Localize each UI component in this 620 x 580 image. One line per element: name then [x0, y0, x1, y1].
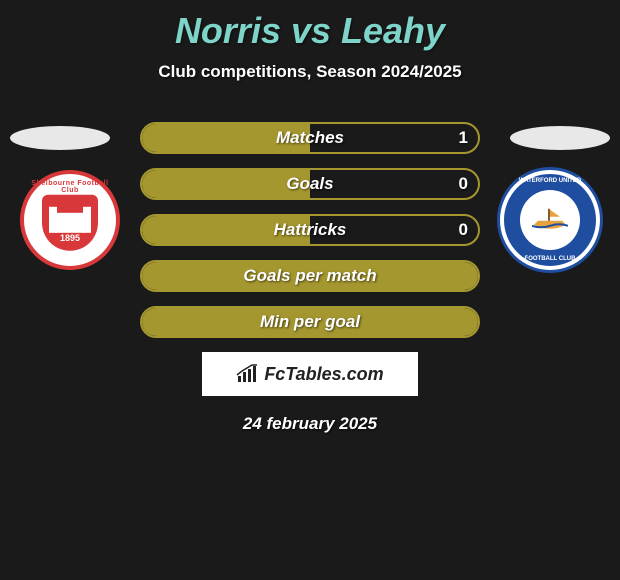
- stat-label: Min per goal: [142, 308, 478, 336]
- club-right-name-bottom: FOOTBALL CLUB: [504, 256, 596, 262]
- stat-right-value: 0: [459, 216, 468, 244]
- stat-label: Matches: [142, 124, 478, 152]
- subtitle: Club competitions, Season 2024/2025: [0, 62, 620, 82]
- stat-label: Goals: [142, 170, 478, 198]
- stat-row: Goals per match: [140, 260, 480, 292]
- club-badge-right: WATERFORD UNITED FOOTBALL CLUB: [500, 170, 600, 270]
- castle-icon: [55, 213, 85, 233]
- stat-row: Min per goal: [140, 306, 480, 338]
- stat-row: Goals0: [140, 168, 480, 200]
- page-title: Norris vs Leahy: [0, 0, 620, 52]
- chart-icon: [236, 364, 260, 384]
- stat-row: Hattricks0: [140, 214, 480, 246]
- stat-right-value: 1: [459, 124, 468, 152]
- club-right-name-top: WATERFORD UNITED: [504, 178, 596, 184]
- club-right-inner: [520, 190, 580, 250]
- club-left-year: 1895: [60, 233, 80, 243]
- club-left-name: Shelbourne Football Club: [24, 180, 116, 194]
- club-left-shield: 1895: [42, 195, 98, 251]
- stat-label: Goals per match: [142, 262, 478, 290]
- player-right-silhouette: [510, 126, 610, 150]
- ship-icon: [532, 207, 568, 231]
- stat-right-value: 0: [459, 170, 468, 198]
- date: 24 february 2025: [0, 414, 620, 434]
- player-left-silhouette: [10, 126, 110, 150]
- stat-row: Matches1: [140, 122, 480, 154]
- brand-box[interactable]: FcTables.com: [202, 352, 418, 396]
- club-badge-left: Shelbourne Football Club 1895: [20, 170, 120, 270]
- brand-text: FcTables.com: [264, 364, 383, 385]
- stat-label: Hattricks: [142, 216, 478, 244]
